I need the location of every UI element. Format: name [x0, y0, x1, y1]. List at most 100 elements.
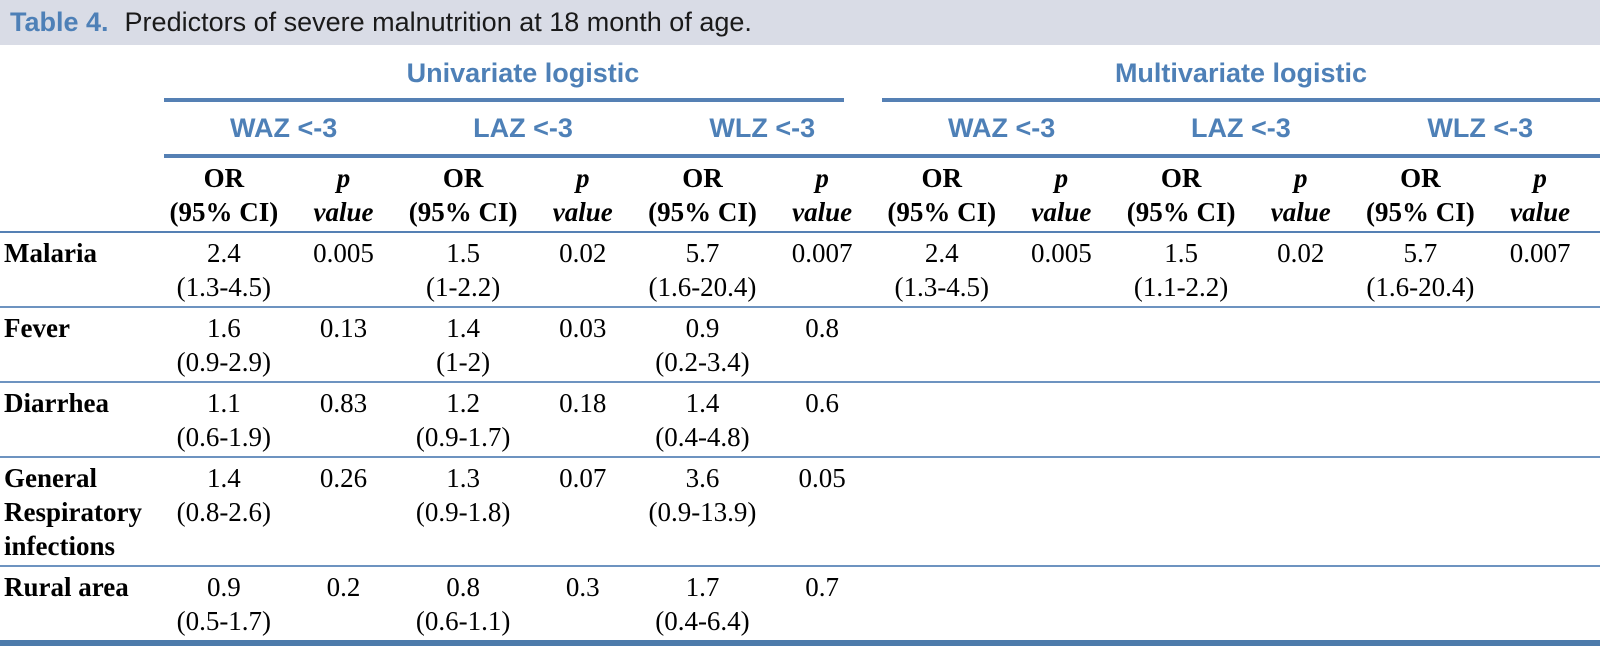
p-value: 0.83 — [319, 388, 368, 418]
p-value-column-header: p value — [1480, 156, 1600, 233]
or-value: 1.6 — [206, 313, 241, 343]
or-ci-cell — [1361, 566, 1481, 643]
group-header-univariate: Univariate logistic — [164, 45, 882, 102]
p-value: 0.2 — [326, 572, 361, 602]
table-row-rural-area: Rural area 0.9 (0.5-1.7) 0.2 0.8 (0.6-1.1)… — [0, 566, 1600, 643]
group-underline-rule — [164, 98, 844, 102]
p-value-cell: 0.8 — [762, 307, 882, 382]
or-header-line: OR — [203, 162, 245, 193]
ci-header-line: (95% CI) — [1366, 196, 1475, 227]
subgroup-header-multi-wlz: WLZ <-3 — [1360, 102, 1600, 158]
p-value: 0.02 — [559, 238, 607, 268]
table-title-text: Predictors of severe malnutrition at 18 … — [124, 7, 752, 37]
or-ci-cell — [1361, 457, 1481, 566]
p-value: 0.07 — [559, 463, 607, 493]
p-value: 0.18 — [559, 388, 607, 418]
measure-header-row: OR (95% CI) p value OR (95% CI) p value OR (9… — [0, 156, 1600, 233]
p-value-cell: 0.005 — [284, 232, 404, 307]
p-value-cell — [1002, 566, 1122, 643]
p-header-line: p — [336, 162, 351, 193]
or-ci-cell: 1.2 (0.9-1.7) — [403, 382, 523, 457]
or-ci-cell: 5.7 (1.6-20.4) — [643, 232, 763, 307]
row-label: Malaria — [4, 238, 97, 268]
or-value: 1.5 — [1164, 238, 1198, 268]
or-ci-cell: 1.4 (1-2) — [403, 307, 523, 382]
p-value: 0.03 — [559, 313, 607, 343]
ci-value: (0.6-1.9) — [176, 422, 272, 452]
p-header-line: p — [1054, 162, 1069, 193]
ci-value: (0.9-2.9) — [176, 347, 272, 377]
or-value: 5.7 — [685, 238, 720, 268]
or-ci-cell — [1121, 307, 1241, 382]
or-ci-cell: 0.8 (0.6-1.1) — [403, 566, 523, 643]
subgroup-header-multi-laz: LAZ <-3 — [1121, 102, 1361, 158]
p-value: 0.007 — [791, 238, 853, 268]
value-header-line: value — [792, 196, 853, 227]
p-header-line: p — [1533, 162, 1547, 193]
or-header-line: OR — [442, 162, 484, 193]
p-value-cell: 0.2 — [284, 566, 404, 643]
or-ci-cell: 1.1 (0.6-1.9) — [164, 382, 284, 457]
or-ci-column-header: OR (95% CI) — [642, 156, 763, 233]
or-value: 0.9 — [206, 572, 241, 602]
ci-header-line: (95% CI) — [648, 196, 757, 227]
ci-value: (1.3-4.5) — [894, 272, 989, 302]
ci-value: (0.2-3.4) — [655, 347, 750, 377]
or-ci-column-header: OR (95% CI) — [881, 156, 1002, 233]
p-value: 0.7 — [805, 572, 839, 602]
ci-value: (1.6-20.4) — [648, 272, 757, 302]
p-header-line: p — [1293, 162, 1308, 193]
or-value: 1.5 — [446, 238, 481, 268]
table-row-diarrhea: Diarrhea 1.1 (0.6-1.9) 0.83 1.2 (0.9-1.7) … — [0, 382, 1600, 457]
p-value: 0.6 — [805, 388, 839, 418]
ci-value: (1.3-4.5) — [176, 272, 272, 302]
or-ci-cell — [1121, 457, 1241, 566]
table-title-bar: Table 4. Predictors of severe malnutriti… — [0, 0, 1600, 45]
ci-value: (0.9-1.8) — [415, 497, 511, 527]
value-header-line: value — [1031, 196, 1092, 227]
p-value-cell: 0.02 — [1241, 232, 1361, 307]
p-value-cell — [1002, 457, 1122, 566]
ci-header-line: (95% CI) — [408, 196, 518, 227]
subgroup-header-uni-laz: LAZ <-3 — [403, 102, 643, 158]
p-value-cell: 0.07 — [523, 457, 643, 566]
p-value-cell: 0.7 — [762, 566, 882, 643]
p-value: 0.26 — [319, 463, 368, 493]
group-header-row: Univariate logistic Multivariate logisti… — [0, 45, 1600, 102]
or-ci-column-header: OR (95% CI) — [403, 156, 523, 233]
p-value-cell — [1241, 457, 1361, 566]
or-value: 2.4 — [206, 238, 241, 268]
p-value-cell: 0.05 — [762, 457, 882, 566]
p-value-cell — [1241, 382, 1361, 457]
or-ci-cell: 1.5 (1-2.2) — [403, 232, 523, 307]
or-header-line: OR — [682, 162, 723, 193]
group-header-label: Multivariate logistic — [1114, 58, 1367, 88]
or-value: 1.4 — [685, 388, 720, 418]
p-value-cell: 0.3 — [523, 566, 643, 643]
ci-header-line: (95% CI) — [887, 196, 997, 227]
ci-value: (0.9-13.9) — [648, 497, 757, 527]
or-ci-cell: 1.3 (0.9-1.8) — [403, 457, 523, 566]
p-value: 0.13 — [319, 313, 368, 343]
p-value-cell: 0.007 — [1480, 232, 1600, 307]
table-number-label: Table 4. — [10, 7, 109, 37]
or-ci-cell: 0.9 (0.5-1.7) — [164, 566, 284, 643]
p-value: 0.007 — [1509, 238, 1571, 268]
table-row-general-respiratory-infections: General Respiratory infections 1.4 (0.8-2… — [0, 457, 1600, 566]
row-label: Fever — [4, 313, 70, 343]
p-value: 0.005 — [1031, 238, 1092, 268]
or-value: 1.4 — [206, 463, 241, 493]
p-value-cell: 0.26 — [284, 457, 404, 566]
p-value-cell: 0.13 — [284, 307, 404, 382]
p-value-column-header: p value — [1001, 156, 1122, 233]
subgroup-header-multi-waz: WAZ <-3 — [881, 102, 1122, 158]
value-header-line: value — [1270, 196, 1331, 227]
p-value-cell — [1480, 457, 1600, 566]
ci-value: (1-2.2) — [426, 272, 501, 302]
p-value-cell: 0.005 — [1002, 232, 1122, 307]
or-ci-cell — [882, 307, 1002, 382]
or-ci-cell: 5.7 (1.6-20.4) — [1361, 232, 1481, 307]
subgroup-header-uni-wlz: WLZ <-3 — [642, 102, 882, 158]
p-value-column-header: p value — [283, 156, 404, 233]
ci-value: (0.5-1.7) — [176, 606, 272, 636]
